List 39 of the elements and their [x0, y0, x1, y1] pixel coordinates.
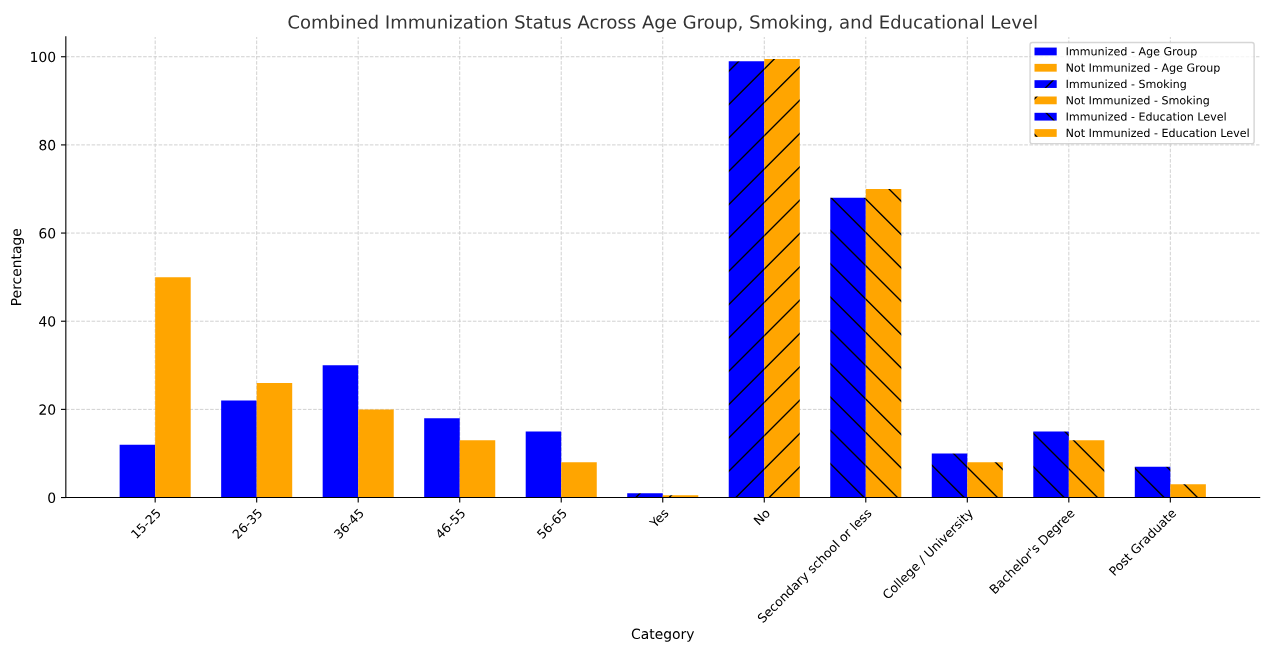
legend-label: Not Immunized - Education Level	[1066, 128, 1249, 138]
bar	[525, 431, 562, 498]
bar	[662, 495, 699, 498]
bar	[119, 444, 156, 498]
bar	[561, 462, 597, 498]
y-tick-label: 0	[48, 492, 56, 504]
bar	[830, 197, 866, 498]
legend-label: Not Immunized - Age Group	[1066, 63, 1220, 74]
bar	[155, 277, 191, 498]
y-tick-label: 100	[31, 51, 56, 63]
x-tick-label: Yes	[648, 507, 670, 529]
bar	[459, 440, 496, 498]
bar	[221, 400, 257, 498]
bar	[865, 188, 902, 498]
bar	[1134, 466, 1171, 498]
bar	[967, 462, 1003, 498]
legend-label: Immunized - Age Group	[1066, 46, 1197, 58]
bar	[1033, 431, 1069, 498]
bar	[728, 61, 765, 498]
bar	[1068, 440, 1105, 498]
y-tick-label: 20	[39, 404, 56, 415]
y-tick-label: 60	[39, 228, 56, 239]
chart-title: Combined Immunization Status Across Age Group, Smoking, and Educational Level	[288, 14, 1037, 33]
bar	[1170, 484, 1206, 498]
y-axis-title: Percentage	[11, 228, 25, 305]
y-tick-label: 80	[39, 139, 56, 151]
y-tick-label: 40	[39, 316, 56, 327]
bar	[256, 382, 293, 498]
bar	[627, 493, 663, 498]
legend-label: Immunized - Education Level	[1066, 112, 1226, 121]
bar	[358, 409, 394, 498]
bar	[322, 365, 359, 498]
legend-label: Not Immunized - Smoking	[1066, 95, 1209, 107]
legend-label: Immunized - Smoking	[1066, 79, 1186, 91]
x-tick-label: No	[753, 508, 771, 526]
bar	[424, 418, 460, 498]
bar	[764, 58, 800, 498]
x-axis-title: Category	[631, 628, 695, 642]
bar	[931, 453, 968, 498]
